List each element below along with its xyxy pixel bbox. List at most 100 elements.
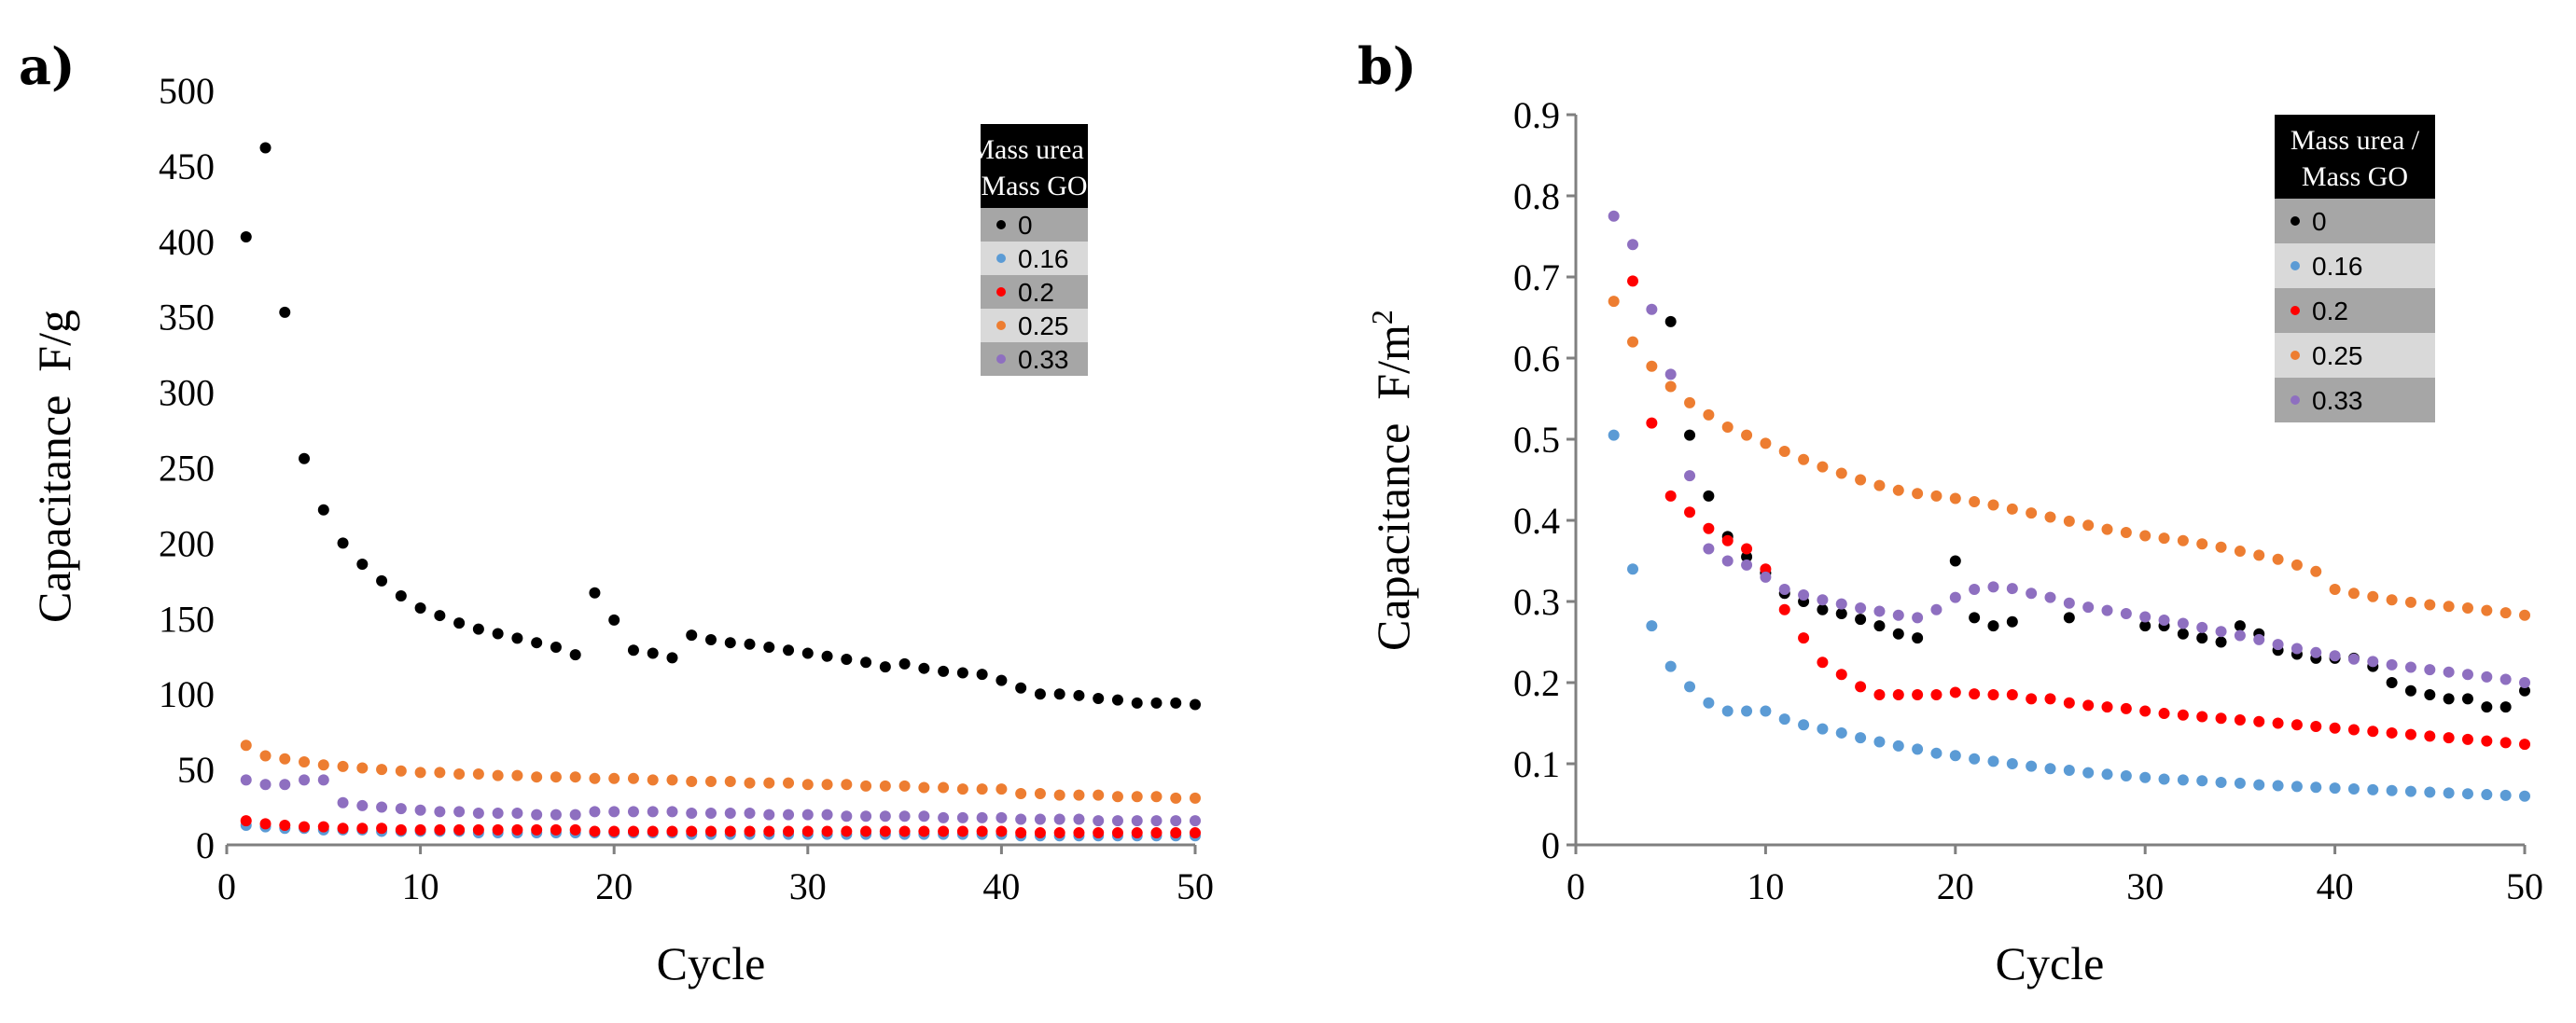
data-point xyxy=(1987,620,1999,632)
data-point xyxy=(472,767,484,780)
data-point xyxy=(299,756,311,768)
data-point xyxy=(1190,698,1201,711)
data-point xyxy=(589,825,601,837)
data-point xyxy=(2026,693,2038,705)
data-point xyxy=(956,783,968,795)
legend-marker xyxy=(2291,306,2300,315)
data-point xyxy=(879,825,891,837)
panel-a-y-tick-label: 400 xyxy=(159,221,215,263)
data-point xyxy=(2158,708,2170,720)
data-point xyxy=(2519,790,2530,802)
data-point xyxy=(1969,688,1981,700)
data-point xyxy=(2253,715,2265,727)
data-point xyxy=(511,632,523,644)
data-point xyxy=(453,823,466,836)
data-point xyxy=(453,806,466,818)
data-point xyxy=(1892,628,1904,640)
data-point xyxy=(472,623,484,635)
data-point xyxy=(801,809,814,821)
data-point xyxy=(492,769,504,781)
data-point xyxy=(550,823,562,836)
data-point xyxy=(938,825,950,837)
data-point xyxy=(2234,777,2246,789)
data-point xyxy=(2139,530,2151,542)
data-point xyxy=(2101,701,2113,713)
legend-label: 0.25 xyxy=(2312,341,2363,370)
data-point xyxy=(1664,368,1677,380)
data-point xyxy=(2310,720,2322,732)
data-point xyxy=(841,810,853,823)
data-point xyxy=(918,825,930,837)
data-point xyxy=(898,780,911,792)
data-point xyxy=(1093,789,1105,801)
panel-a-x-tick-label: 40 xyxy=(982,865,1020,907)
legend-label: 0.16 xyxy=(1018,244,1069,273)
data-point xyxy=(2158,773,2170,785)
data-point xyxy=(1131,791,1143,803)
panel-b-x-tick-label: 30 xyxy=(2126,865,2164,907)
data-point xyxy=(1684,506,1696,518)
data-point xyxy=(1912,612,1924,624)
data-point xyxy=(860,810,872,823)
legend-marker xyxy=(996,321,1006,330)
data-point xyxy=(1190,792,1201,804)
data-point xyxy=(2006,615,2018,628)
data-point xyxy=(1987,581,1999,593)
data-point xyxy=(1664,490,1677,502)
data-point xyxy=(724,637,736,649)
data-point xyxy=(1034,827,1046,839)
panel-b-y-ticks: 0 0.1 0.2 0.3 0.4 0.5 0.6 0.7 0.8 0.9 xyxy=(1513,94,1576,866)
data-point xyxy=(608,825,620,837)
panel-b-y-title-superscript: 2 xyxy=(1365,310,1399,325)
panel-a-y-tick-label: 50 xyxy=(177,749,215,791)
data-point xyxy=(647,806,659,818)
data-point xyxy=(1930,747,1942,759)
legend-marker xyxy=(996,354,1006,364)
data-point xyxy=(860,657,872,669)
panel-a-letter: a) xyxy=(19,36,76,96)
data-point xyxy=(763,777,775,789)
data-point xyxy=(1627,275,1639,287)
data-point xyxy=(2234,546,2246,558)
data-point xyxy=(1873,479,1886,491)
data-point xyxy=(2234,620,2246,632)
data-point xyxy=(2329,722,2341,734)
data-point xyxy=(608,806,620,818)
data-point xyxy=(2443,601,2455,613)
legend-marker xyxy=(2291,351,2300,360)
data-point xyxy=(2481,789,2493,801)
legend-title-line2: Mass GO xyxy=(981,171,1087,201)
data-point xyxy=(2291,719,2303,731)
data-point xyxy=(1798,719,1810,731)
data-point xyxy=(2424,664,2436,676)
data-point xyxy=(1892,484,1904,496)
data-point xyxy=(2177,617,2189,629)
data-point xyxy=(2310,646,2322,658)
data-point xyxy=(2026,507,2038,519)
data-point xyxy=(240,774,252,786)
data-point xyxy=(2443,787,2455,799)
data-point xyxy=(1150,791,1163,803)
data-point xyxy=(1798,589,1810,601)
data-point xyxy=(414,767,426,779)
data-point xyxy=(569,649,581,661)
data-point xyxy=(240,740,252,752)
panel-b-x-tick-label: 20 xyxy=(1937,865,1974,907)
data-point xyxy=(395,765,407,777)
panel-b-x-tick-label: 50 xyxy=(2506,865,2543,907)
data-point xyxy=(2177,709,2189,721)
series-0_2 xyxy=(1627,275,2530,751)
data-point xyxy=(1646,303,1658,315)
data-point xyxy=(1949,686,1961,698)
data-point xyxy=(472,808,484,820)
data-point xyxy=(2177,534,2189,546)
data-point xyxy=(2139,771,2151,783)
data-point xyxy=(627,806,639,818)
data-point xyxy=(550,771,562,783)
data-point xyxy=(608,614,620,626)
data-point xyxy=(956,667,968,679)
data-point xyxy=(2519,609,2530,621)
series-0_33 xyxy=(1608,210,2530,688)
data-point xyxy=(1741,551,1753,563)
